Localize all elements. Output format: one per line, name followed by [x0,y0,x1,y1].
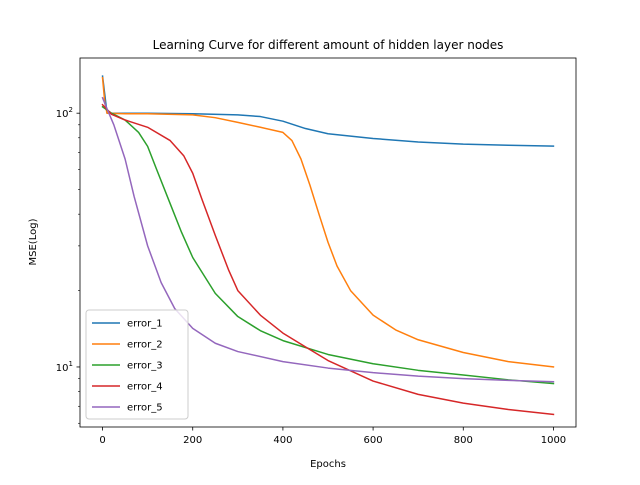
legend-frame [85,309,189,420]
series-line-error-2 [101,76,555,368]
x-tick-label: 1000 [541,435,566,446]
legend-label-error-4: error_4 [127,382,163,393]
x-tick-label: 0 [99,435,105,446]
x-tick-label: 800 [454,435,473,446]
legend-label-error-3: error_3 [127,361,163,372]
legend: error_1 error_2 error_3 error_4 error_5 [85,309,189,420]
plot-lines [101,75,555,416]
legend-label-error-1: error_1 [127,319,163,330]
legend-label-error-5: error_5 [127,403,163,414]
x-tick-label: 200 [183,435,202,446]
legend-label-error-2: error_2 [127,340,163,351]
plot-frame [79,57,577,428]
x-tick-label: 400 [273,435,292,446]
y-axis-ticks: 101 102 [56,106,80,424]
x-tick-label: 600 [364,435,383,446]
y-tick-label: 102 [56,106,73,120]
series-line-error-5 [101,96,555,383]
y-tick-label: 101 [56,360,73,374]
series-line-error-4 [101,103,555,416]
y-axis-label: MSE(Log) [28,218,39,265]
x-axis-label: Epochs [310,459,346,470]
x-axis-ticks: 0 200 400 600 800 1000 [99,427,566,446]
chart-title: Learning Curve for different amount of h… [153,38,504,52]
series-line-error-3 [101,105,555,385]
